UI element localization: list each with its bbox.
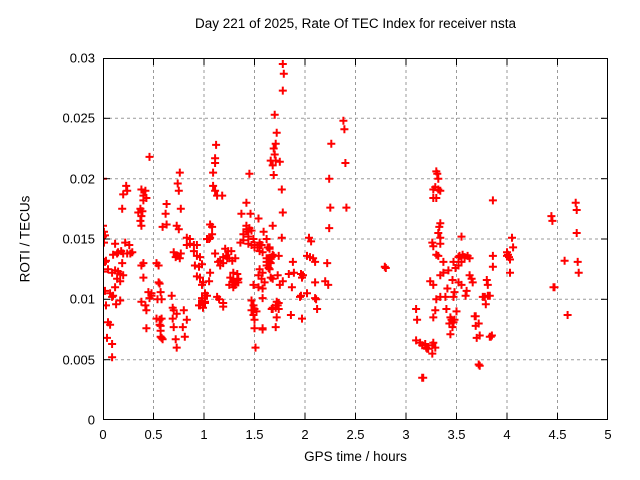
scatter-plot-area [103, 58, 608, 420]
x-tick-label: 0 [99, 427, 107, 442]
y-axis-label: ROTI / TECUs [17, 195, 33, 283]
y-tick-label: 0.03 [69, 50, 95, 66]
x-tick-label: 3 [402, 427, 410, 442]
y-tick-label: 0.01 [69, 291, 95, 307]
chart-title: Day 221 of 2025, Rate Of TEC Index for r… [195, 16, 516, 31]
y-tick-label: 0.025 [62, 110, 95, 126]
x-tick-label: 2 [301, 427, 309, 442]
x-tick-label: 0.5 [144, 427, 163, 442]
x-tick-label: 1.5 [245, 427, 264, 442]
x-tick-label: 4 [503, 427, 511, 442]
y-tick-label: 0 [87, 412, 95, 428]
y-tick-label: 0.02 [69, 171, 95, 187]
x-axis-label: GPS time / hours [304, 449, 407, 464]
x-tick-label: 4.5 [548, 427, 567, 442]
x-tick-label: 3.5 [447, 427, 466, 442]
x-tick-label: 5 [604, 427, 612, 442]
y-tick-label: 0.005 [62, 352, 95, 368]
x-tick-label: 1 [200, 427, 208, 442]
x-tick-label: 2.5 [346, 427, 365, 442]
y-tick-label: 0.015 [62, 231, 95, 247]
